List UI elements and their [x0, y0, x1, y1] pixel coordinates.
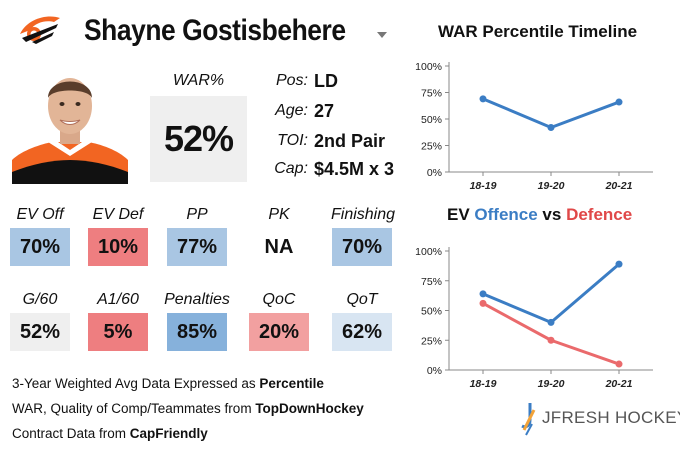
footer-bold-capfriendly: CapFriendly — [129, 426, 208, 441]
metric-value-ev-off: 70% — [10, 228, 70, 266]
ev-chart-point — [547, 318, 555, 326]
chart-title-part-ev: EV — [447, 205, 475, 224]
war-chart-xtick-label: 18-19 — [470, 180, 497, 192]
chart-title-war-timeline: WAR Percentile Timeline — [438, 22, 638, 41]
war-chart-ytick-label: 25% — [421, 141, 442, 153]
player-select-dropdown-icon[interactable] — [377, 32, 387, 38]
info-label-cap: Cap: — [274, 160, 308, 177]
info-value-cap: $4.5M x 3 — [314, 159, 395, 179]
ev-chart-point — [615, 360, 623, 368]
war-chart-series-line-0 — [482, 97, 620, 129]
ev-chart-ytick-label: 75% — [421, 276, 442, 288]
metric-label-qoc: QoC — [262, 291, 296, 308]
metric-value-ev-def: 10% — [88, 228, 148, 266]
ev-off-def-chart: 0% 25% 50% 75% 100% 18-19 19-20 20-21 — [415, 246, 653, 390]
metric-value-qoc: 20% — [249, 313, 309, 351]
chart-title-ev-off-def: EV Offence vs Defence — [447, 205, 632, 225]
ev-chart-ytick-label: 0% — [427, 365, 442, 377]
metric-value-a1-60: 5% — [88, 313, 148, 351]
metric-label-qot: QoT — [346, 291, 378, 308]
war-chart-xtick-label: 19-20 — [538, 180, 565, 192]
footer-note-percentile: 3-Year Weighted Avg Data Expressed as Pe… — [12, 376, 324, 391]
info-label-pos: Pos: — [275, 72, 308, 89]
metric-label-a1-60: A1/60 — [97, 291, 139, 308]
ev-chart-point — [479, 299, 487, 307]
flyers-logo-icon — [20, 16, 60, 44]
ev-chart-ytick-label: 100% — [415, 246, 442, 258]
ev-chart-xtick-label: 18-19 — [470, 378, 497, 390]
chart-title-part-vs: vs — [537, 205, 567, 224]
metric-label-pp: PP — [186, 206, 208, 223]
metric-label-pk: PK — [268, 206, 290, 223]
war-chart-ytick-label: 75% — [421, 88, 442, 100]
metric-label-g60: G/60 — [22, 291, 58, 308]
info-value-pos: LD — [314, 71, 338, 91]
info-label-toi: TOI: — [277, 132, 308, 149]
jfresh-logo-icon — [521, 403, 536, 436]
war-chart-point — [615, 98, 623, 106]
info-label-age: Age: — [275, 102, 308, 119]
war-timeline-chart: 0% 25% 50% 75% 100% 18-19 19-20 20-21 — [415, 61, 653, 192]
metric-value-qot: 62% — [332, 313, 392, 351]
war-chart-ytick-label: 100% — [415, 61, 442, 73]
footer-bold-topdownhockey: TopDownHockey — [255, 401, 364, 416]
ev-chart-xtick-label: 19-20 — [538, 378, 565, 390]
ev-chart-series-line-defence — [482, 302, 620, 366]
ev-chart-ytick-label: 25% — [421, 335, 442, 347]
footer-note-source: WAR, Quality of Comp/Teammates from TopD… — [12, 401, 364, 416]
metric-value-penalties: 85% — [167, 313, 227, 351]
war-chart-ytick-label: 0% — [427, 167, 442, 179]
footer-bold-percentile: Percentile — [259, 376, 324, 391]
metric-label-penalties: Penalties — [164, 291, 230, 308]
ev-chart-point — [547, 336, 555, 344]
metric-value-pk: NA — [249, 228, 309, 266]
metric-value-g60: 52% — [10, 313, 70, 351]
metric-label-ev-off: EV Off — [16, 206, 64, 223]
war-label: WAR% — [172, 72, 225, 89]
player-photo — [12, 60, 128, 184]
ev-chart-point — [479, 290, 487, 298]
ev-chart-xtick-label: 20-21 — [605, 378, 633, 390]
metric-label-ev-def: EV Def — [92, 206, 144, 223]
footer-note-contract: Contract Data from CapFriendly — [12, 426, 208, 441]
brand-logo: JFRESH HOCKEY — [520, 402, 680, 436]
player-name: Shayne Gostisbehere — [84, 14, 346, 47]
chart-title-part-defence: Defence — [566, 205, 633, 224]
metric-value-pp: 77% — [167, 228, 227, 266]
info-value-age: 27 — [314, 101, 335, 121]
war-value: 52% — [150, 96, 247, 182]
ev-chart-ytick-label: 50% — [421, 306, 442, 318]
header: Shayne Gostisbehere — [10, 6, 390, 50]
war-chart-point — [479, 95, 487, 103]
metric-value-finishing: 70% — [332, 228, 392, 266]
ev-chart-point — [615, 260, 623, 268]
war-chart-xtick-label: 20-21 — [605, 180, 633, 192]
chart-title-part-offence: Offence — [474, 205, 538, 224]
brand-name: JFRESH HOCKEY — [542, 408, 680, 427]
info-value-toi: 2nd Pair — [314, 131, 386, 151]
war-chart-point — [547, 123, 555, 131]
war-chart-ytick-label: 50% — [421, 114, 442, 126]
metric-label-finishing: Finishing — [330, 206, 396, 223]
